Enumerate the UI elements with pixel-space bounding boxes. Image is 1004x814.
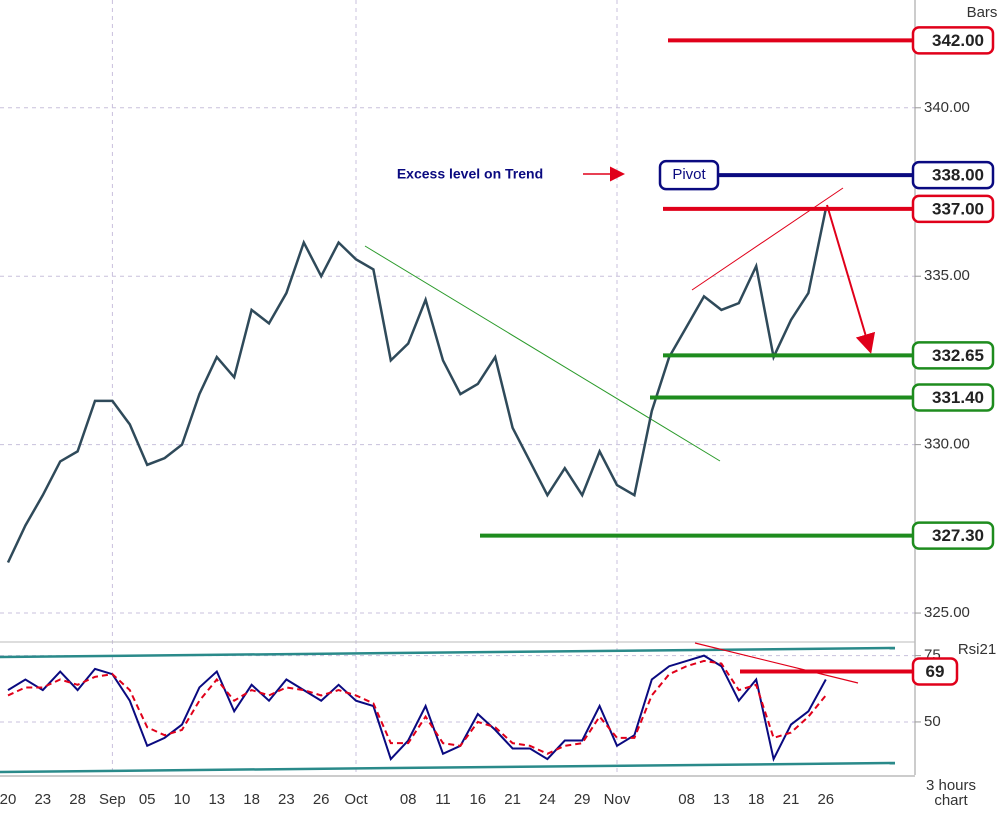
level-label: 342.00 — [932, 31, 984, 50]
x-tick-label: 21 — [504, 791, 521, 808]
x-tick-label: 11 — [435, 791, 451, 808]
y-tick-label: 340.00 — [924, 99, 970, 116]
level-box — [911, 194, 995, 224]
channel-line — [0, 761, 896, 774]
series-line — [7, 654, 827, 763]
x-tick-label: 29 — [574, 791, 591, 808]
x-tick-label: 18 — [243, 791, 260, 808]
x-tick-label: 13 — [208, 791, 225, 808]
x-tick-label: Oct — [344, 791, 368, 808]
level-label: 332.65 — [932, 346, 984, 365]
level-box — [911, 521, 995, 550]
x-tick-label: 20 — [0, 791, 16, 808]
series-line — [7, 659, 827, 755]
series-line — [6, 208, 828, 564]
level-label: 337.00 — [932, 199, 984, 218]
annotation: Excess level on Trend — [397, 166, 543, 182]
level-box — [911, 160, 995, 190]
x-tick-label: 13 — [713, 791, 730, 808]
channel-line — [0, 646, 896, 659]
x-tick-label: 26 — [313, 791, 330, 808]
x-tick-label: 10 — [174, 791, 191, 808]
x-tick-label: 26 — [817, 791, 834, 808]
x-tick-label: Nov — [604, 791, 631, 808]
x-axis-label: 3 hours chart — [925, 777, 977, 809]
pivot-label: Pivot — [672, 166, 706, 183]
y-tick-label: 330.00 — [924, 436, 970, 453]
y-tick-label: 335.00 — [924, 267, 970, 284]
level-box — [911, 383, 995, 412]
x-tick-label: 23 — [278, 791, 295, 808]
level-label: 338.00 — [932, 166, 984, 185]
x-tick-label: 05 — [139, 791, 156, 808]
y-tick-label: 325.00 — [924, 604, 970, 621]
level-label: 69 — [926, 662, 945, 681]
x-tick-label: 16 — [469, 791, 486, 808]
level-box — [911, 341, 995, 370]
trend-line — [694, 642, 859, 684]
y-tick-label: 50 — [924, 713, 941, 730]
level-box — [911, 657, 959, 686]
trend-line — [364, 245, 721, 462]
arrow — [826, 204, 876, 354]
level-box — [911, 26, 995, 55]
x-tick-label: 21 — [783, 791, 800, 808]
x-tick-label: 08 — [678, 791, 695, 808]
x-tick-label: Sep — [99, 791, 126, 808]
x-tick-label: 23 — [34, 791, 51, 808]
trend-line — [691, 187, 844, 291]
rsi-title: Rsi21 — [958, 641, 996, 658]
level-label: 327.30 — [932, 526, 984, 545]
x-tick-label: 08 — [400, 791, 417, 808]
x-tick-label: 18 — [748, 791, 765, 808]
x-tick-label: 28 — [69, 791, 86, 808]
level-label: 331.40 — [932, 388, 984, 407]
x-tick-label: 24 — [539, 791, 556, 808]
pivot-box — [658, 159, 720, 191]
chart-title: Bars — [967, 4, 998, 21]
